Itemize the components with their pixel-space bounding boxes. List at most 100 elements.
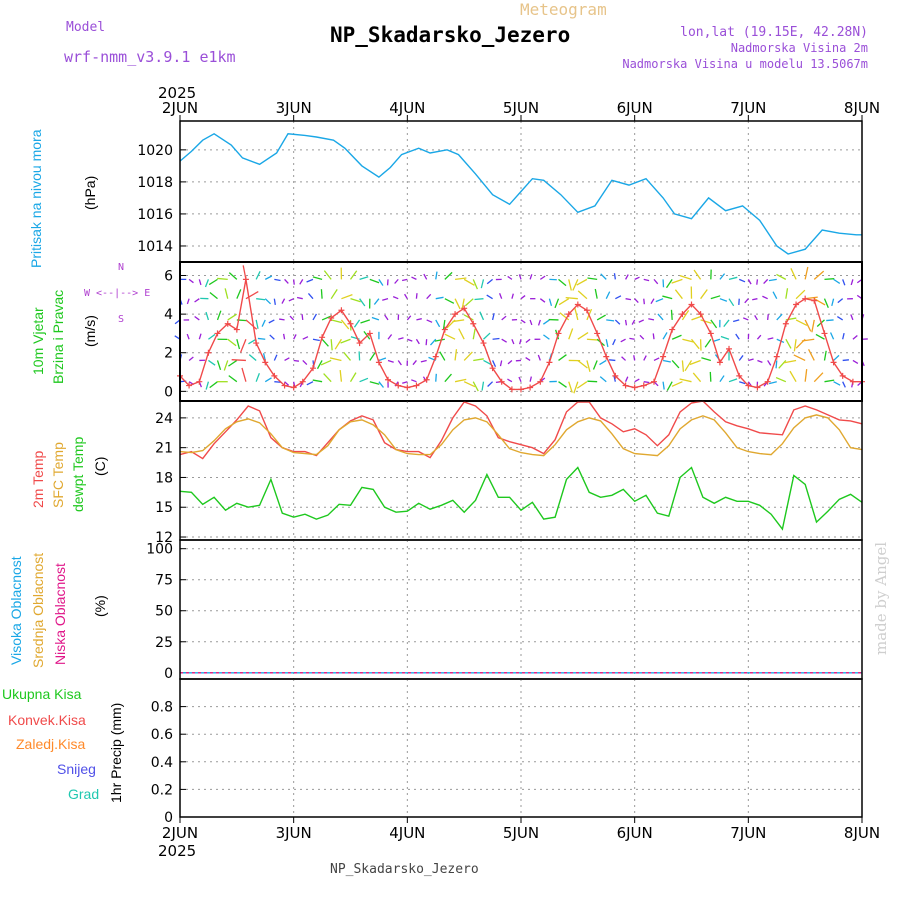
chart-name: Meteogram — [520, 0, 607, 19]
wind-arrow-15 — [198, 333, 202, 340]
wind-point-47 — [622, 382, 629, 389]
wind-point-36 — [518, 386, 524, 393]
wind-arrow-25 — [209, 292, 218, 300]
sfctemp-label: SFC Temp — [50, 442, 66, 508]
wind-arrow-376 — [767, 360, 772, 366]
wind-arrow-243 — [555, 329, 560, 340]
wind-arrow-91 — [320, 289, 323, 299]
wind-point-41 — [565, 311, 572, 318]
precip-unit: 1hr Precip (mm) — [108, 702, 124, 803]
wind-arrow-420 — [842, 279, 846, 286]
wind-arrow-252 — [572, 279, 579, 291]
wind-point-66 — [802, 295, 809, 302]
wind-arrow-244 — [558, 354, 567, 361]
wind-point-48 — [631, 384, 638, 391]
wind-arrow-404 — [811, 319, 815, 333]
location-coords: lon,lat (19.15E, 42.28N) — [680, 25, 868, 40]
wind-arrow-86 — [312, 313, 318, 321]
wind-arrow-100 — [320, 359, 332, 366]
wind-arrow-152 — [416, 318, 422, 321]
wind-arrow-12 — [198, 279, 202, 286]
wind-arrow-179 — [454, 378, 467, 383]
wind-arrow-195 — [483, 332, 491, 340]
wind-arrow-180 — [463, 278, 475, 286]
ytick-label-4-3: 0.6 — [151, 727, 173, 743]
wind-arrow-425 — [842, 381, 846, 388]
wind-arrow-247 — [558, 298, 570, 306]
wind-arrow-72 — [293, 279, 295, 285]
wind-arrow-173 — [444, 373, 452, 383]
wind-arrow-52 — [248, 354, 257, 361]
wind-arrow-95 — [312, 379, 323, 383]
wind-arrow-369 — [756, 334, 762, 340]
wind-arrow-356 — [733, 319, 740, 323]
wind-arrow-383 — [768, 381, 777, 385]
wind-arrow-392 — [795, 319, 808, 327]
wind-arrow-286 — [621, 356, 627, 361]
wind-arrow-18 — [204, 279, 210, 288]
wind-arrow-122 — [360, 319, 371, 324]
wind-arrow-222 — [529, 274, 533, 280]
wind-arrow-322 — [681, 360, 685, 372]
wind-point-26 — [423, 376, 430, 383]
wind-point-54 — [688, 301, 695, 308]
wind-arrow-136 — [387, 359, 394, 363]
wind-arrow-184 — [463, 351, 473, 361]
wind-arrow-394 — [783, 359, 797, 364]
wind-arrow-294 — [643, 278, 650, 282]
wind-arrow-206 — [501, 315, 507, 321]
wind-arrow-416 — [826, 319, 834, 322]
wind-arrow-56 — [261, 319, 266, 327]
wind-arrow-280 — [609, 359, 616, 362]
ytick-label-2-4: 24 — [155, 411, 173, 427]
wind-arrow-58 — [262, 353, 266, 361]
wind-point-31 — [470, 320, 477, 327]
wind-arrow-103 — [341, 294, 353, 300]
wind-point-35 — [508, 386, 515, 393]
wind-arrow-215 — [507, 378, 513, 383]
wind-point-15 — [319, 334, 326, 341]
dewpt-label: dewpt Temp — [70, 436, 86, 512]
wind-arrow-89 — [306, 381, 314, 386]
wind-arrow-199 — [486, 294, 493, 300]
wind-arrow-32 — [227, 313, 237, 321]
wind-arrow-7 — [186, 298, 190, 305]
wind-arrow-158 — [426, 319, 433, 323]
wind-point-56 — [707, 330, 714, 337]
wind-arrow-157 — [426, 293, 432, 300]
wind-arrow-104 — [340, 319, 350, 330]
wind-arrow-165 — [429, 338, 437, 346]
xtick-label-top-0: 2JUN — [162, 99, 198, 117]
panel-frame-4 — [179, 678, 863, 818]
xtick-label-top-6: 8JUN — [844, 99, 880, 117]
wind-arrow-249 — [568, 328, 574, 340]
wind-arrow-338 — [710, 319, 718, 329]
wind-point-53 — [679, 311, 686, 318]
wind-point-5 — [224, 320, 231, 327]
wind-point-23 — [395, 382, 402, 389]
wind-arrow-253 — [565, 296, 578, 300]
wind-arrow-289 — [634, 298, 639, 304]
wind-arrow-329 — [679, 378, 692, 383]
wind-arrow-207 — [501, 338, 507, 343]
wind-arrow-423 — [842, 332, 845, 340]
wind-arrow-304 — [653, 357, 660, 362]
wind-arrow-265 — [594, 288, 598, 299]
wind-arrow-190 — [473, 358, 484, 362]
wind-arrow-282 — [625, 274, 629, 280]
wind-point-20 — [366, 330, 373, 337]
wind-arrow-373 — [762, 295, 768, 300]
wind-arrow-31 — [224, 288, 229, 299]
wind-arrow-341 — [709, 371, 712, 382]
ytick-label-0-0: 1014 — [137, 239, 173, 255]
temperature-series-2 — [179, 466, 863, 531]
wind-arrow-191 — [472, 381, 479, 392]
ytick-label-4-2: 0.4 — [151, 755, 173, 771]
wind-arrow-323 — [671, 381, 683, 387]
wind-arrow-203 — [487, 381, 494, 387]
wind-arrow-159 — [425, 339, 428, 346]
wind-arrow-154 — [412, 360, 417, 366]
wind-arrow-353 — [728, 378, 738, 383]
wind-arrow-101 — [323, 373, 332, 383]
wind-arrow-155 — [411, 379, 417, 383]
